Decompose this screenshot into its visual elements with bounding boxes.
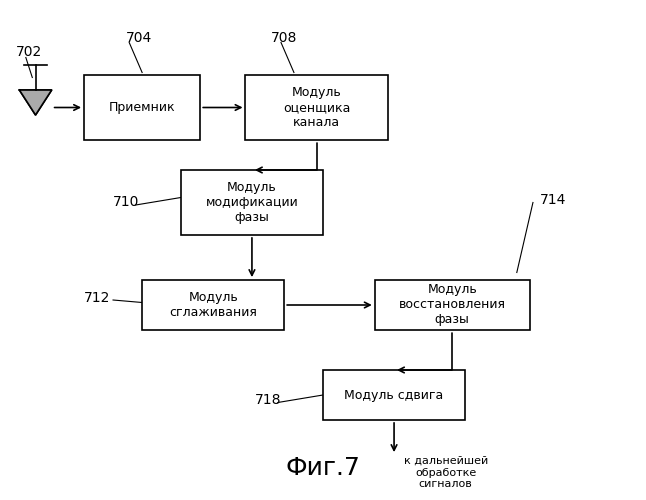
Text: 702: 702 [16,46,43,60]
Text: Фиг.7: Фиг.7 [286,456,360,480]
Polygon shape [19,90,52,115]
Text: к дальнейшей
обработке
сигналов: к дальнейшей обработке сигналов [404,456,488,489]
FancyBboxPatch shape [142,280,284,330]
Text: 708: 708 [271,30,298,44]
Text: Модуль сдвига: Модуль сдвига [344,388,444,402]
FancyBboxPatch shape [245,75,388,140]
FancyBboxPatch shape [84,75,200,140]
FancyBboxPatch shape [375,280,530,330]
Text: 712: 712 [84,290,110,304]
Text: 710: 710 [113,196,140,209]
Text: Модуль
модификации
фазы: Модуль модификации фазы [205,181,298,224]
FancyBboxPatch shape [181,170,323,235]
Text: Модуль
восстановления
фазы: Модуль восстановления фазы [399,284,506,327]
Text: 704: 704 [126,30,152,44]
FancyBboxPatch shape [323,370,465,420]
Text: 718: 718 [255,393,282,407]
Text: Приемник: Приемник [109,101,176,114]
Text: 714: 714 [539,193,566,207]
Text: Модуль
оценщика
канала: Модуль оценщика канала [283,86,350,129]
Text: Модуль
сглаживания: Модуль сглаживания [169,291,257,319]
